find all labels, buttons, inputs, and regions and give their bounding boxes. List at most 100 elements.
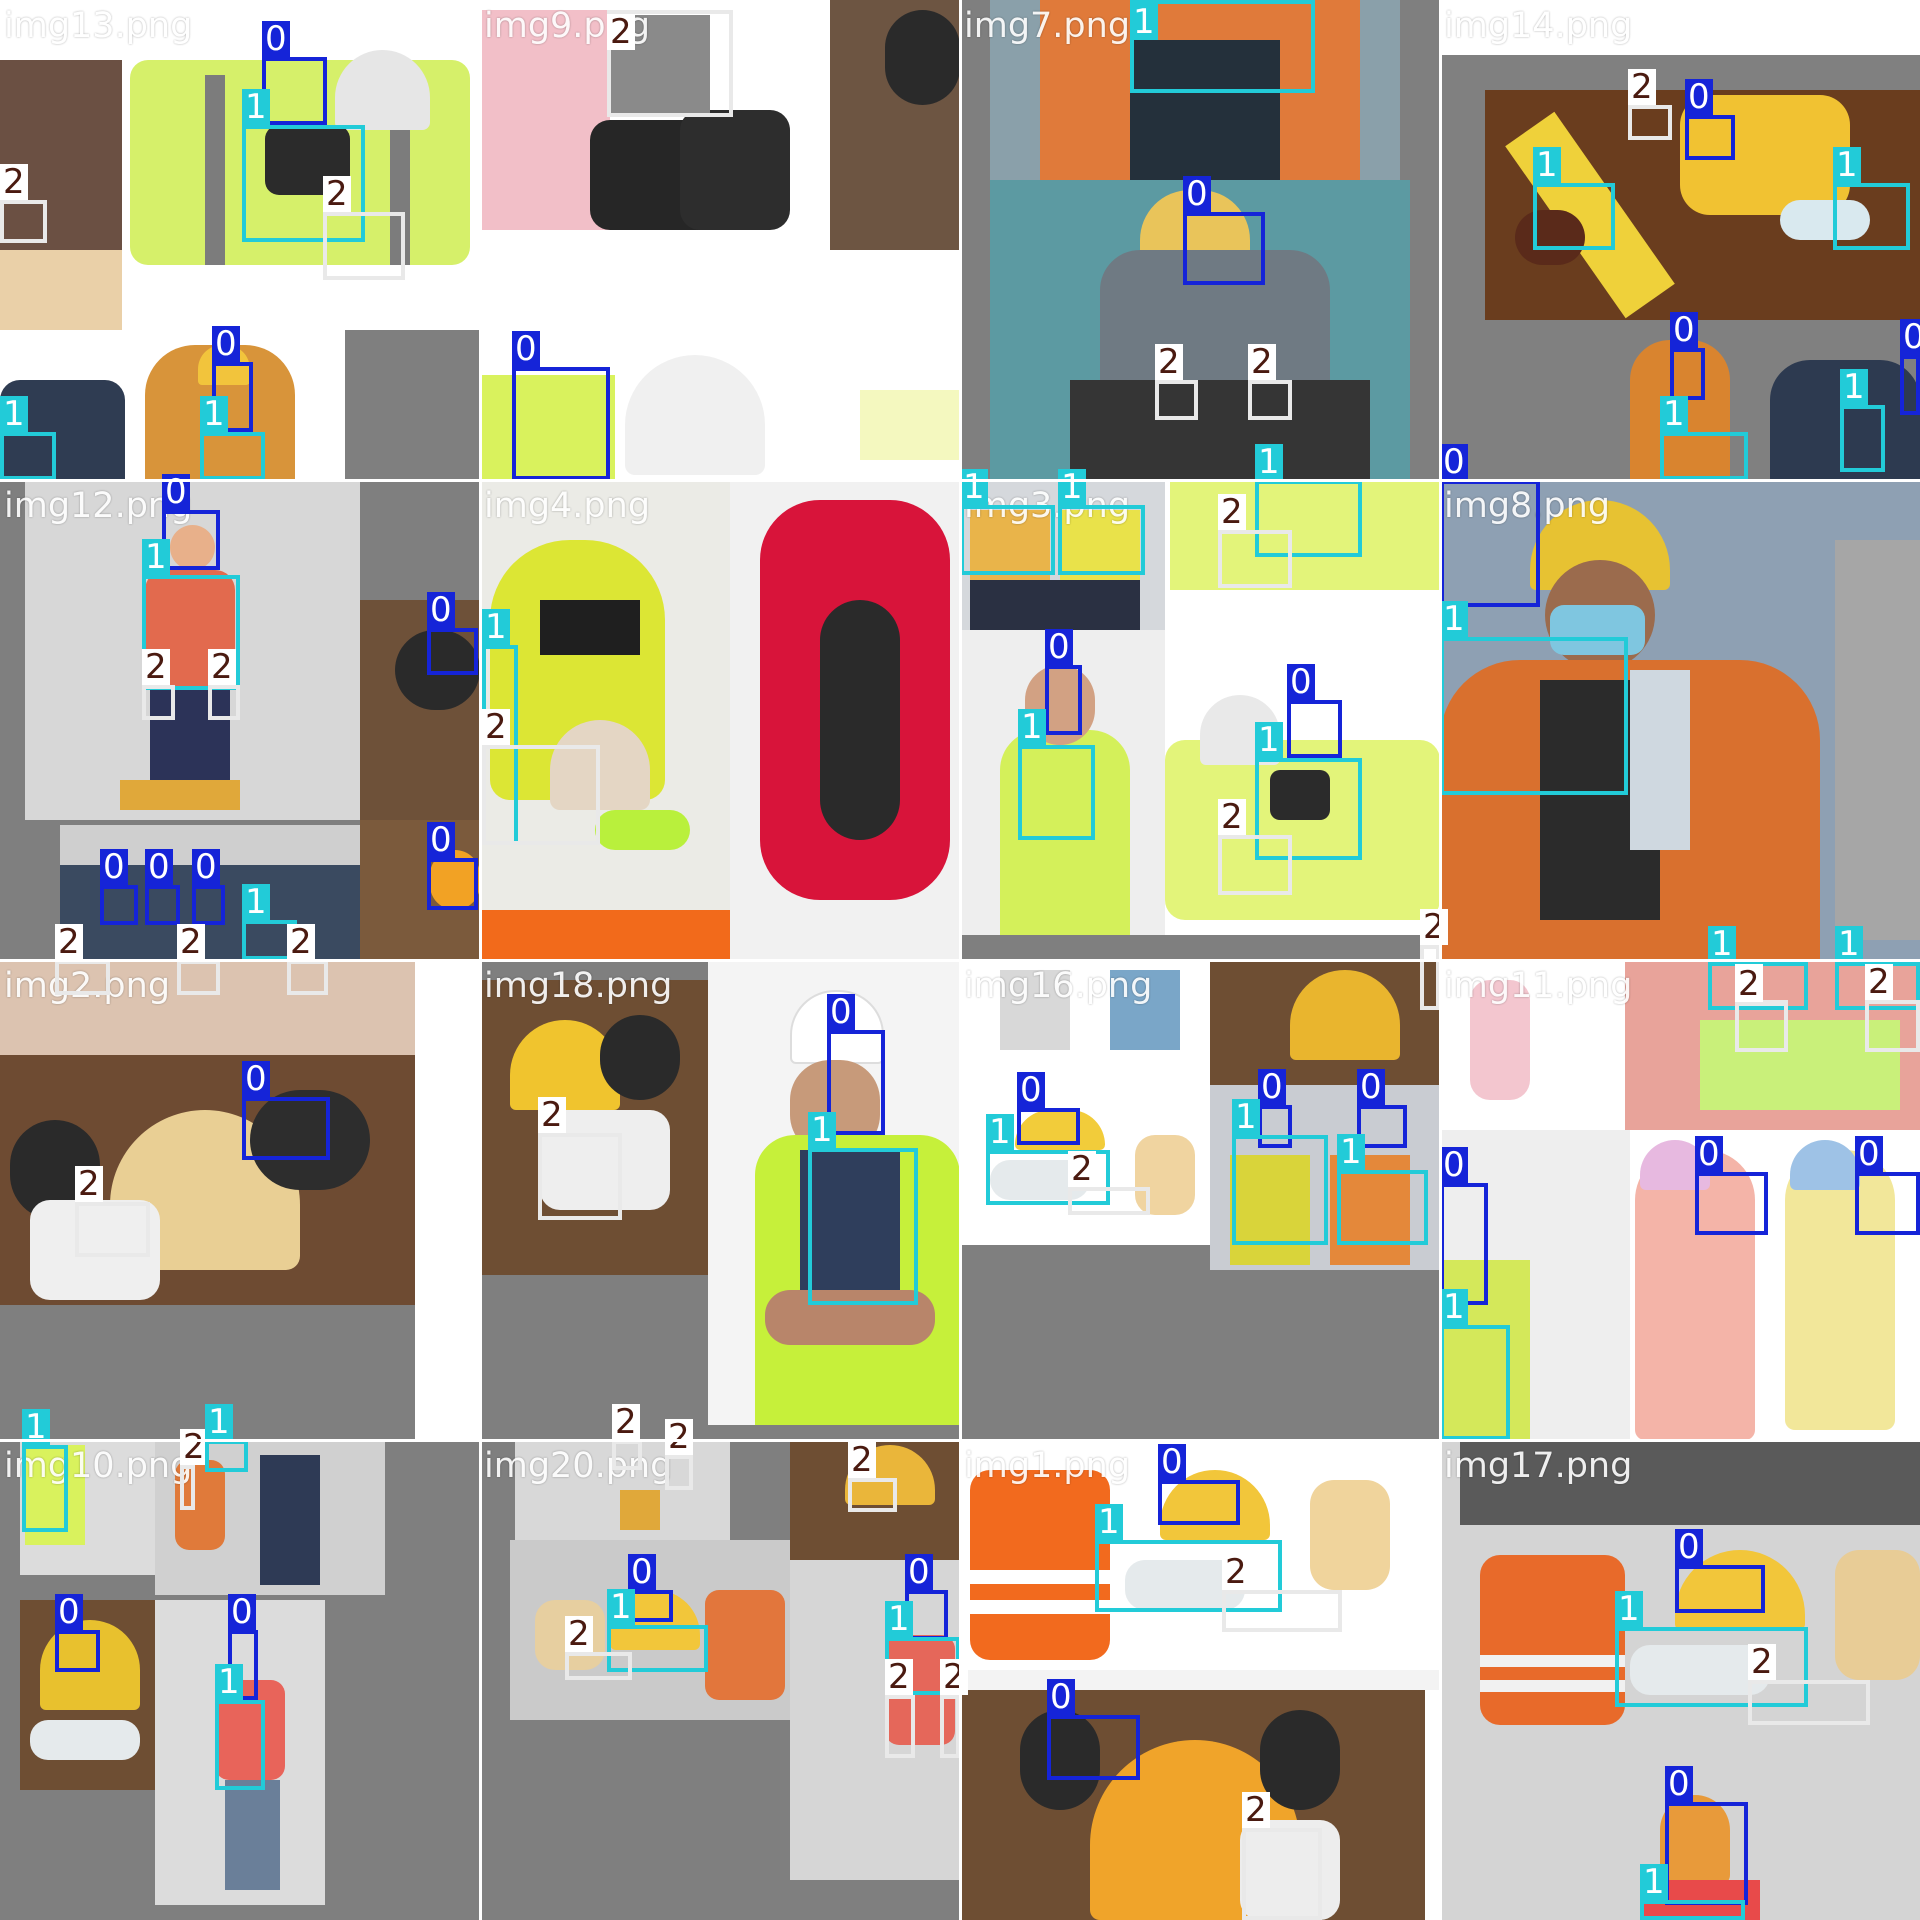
- bounding-box-class-2: 2: [565, 1616, 632, 1680]
- bounding-box-class-0: 0: [1675, 1529, 1765, 1613]
- bounding-box-class-label: 0: [242, 1061, 270, 1097]
- bounding-box-class-label: 0: [100, 849, 128, 885]
- bounding-box-class-2: 2: [55, 924, 110, 995]
- bounding-box-class-label: 1: [607, 1589, 635, 1625]
- bounding-box-class-label: 2: [1068, 1151, 1096, 1187]
- tile-image: [0, 1440, 480, 1920]
- bounding-box-class-label: 0: [628, 1554, 656, 1590]
- tile-filename: img13.png: [4, 6, 193, 46]
- bounding-box-class-label: 0: [1695, 1136, 1723, 1172]
- bounding-box-class-2: 2: [177, 924, 220, 995]
- bounding-box-class-label: 1: [242, 89, 270, 125]
- tile-image: [0, 960, 480, 1440]
- bounding-box-class-label: 1: [1018, 709, 1046, 745]
- bounding-box-class-label: 1: [1640, 1864, 1668, 1900]
- bounding-box-class-1: 1: [0, 396, 56, 480]
- bounding-box-class-2: 2: [1248, 344, 1292, 420]
- bounding-box-class-2: 2: [323, 176, 405, 280]
- bounding-box-class-0: 0: [1287, 664, 1342, 758]
- bounding-box-class-label: 0: [1900, 319, 1920, 355]
- tile-image: [480, 1440, 960, 1920]
- bounding-box-class-label: 1: [1337, 1134, 1365, 1170]
- bounding-box-class-0: 0: [242, 1061, 330, 1160]
- bounding-box-class-label: 1: [1440, 601, 1468, 637]
- bounding-box-class-2: 2: [1628, 69, 1672, 140]
- tile-image: [960, 0, 1440, 480]
- tile-image: [960, 960, 1440, 1440]
- grid-divider: [0, 479, 1920, 482]
- bounding-box-class-2: 2: [1420, 909, 1448, 1010]
- bounding-box-class-1: 1: [242, 89, 365, 242]
- bounding-box-class-1: 1: [22, 1409, 68, 1532]
- bounding-box-class-2: 2: [482, 709, 600, 845]
- tile-filename: img2.png: [4, 966, 171, 1006]
- bounding-box-class-label: 0: [827, 994, 855, 1030]
- mosaic-tile: img11.png: [1440, 960, 1920, 1440]
- bounding-box-class-label: 0: [1440, 444, 1468, 480]
- bounding-box-class-label: 0: [1670, 312, 1698, 348]
- bounding-box-class-label: 0: [1045, 629, 1073, 665]
- bounding-box-class-1: 1: [1660, 396, 1748, 480]
- bounding-box-class-2: 2: [1155, 344, 1198, 420]
- bounding-box-class-0: 0: [1183, 176, 1265, 285]
- bounding-box-class-label: 0: [427, 592, 455, 628]
- bounding-box-class-label: 0: [1287, 664, 1315, 700]
- bounding-box-class-0: 0: [1258, 1069, 1292, 1148]
- bounding-box-class-0: 0: [262, 21, 327, 125]
- bounding-box-class-label: 0: [55, 1594, 83, 1630]
- tile-filename: img11.png: [1444, 966, 1633, 1006]
- bounding-box-class-1: 1: [215, 1664, 265, 1790]
- bounding-box-class-1: 1: [1440, 601, 1628, 795]
- bounding-box-class-label: 2: [538, 1097, 566, 1133]
- bounding-box-class-label: 0: [262, 21, 290, 57]
- bounding-box-class-1: 1: [960, 469, 1055, 575]
- bounding-box-class-label: 2: [75, 1166, 103, 1202]
- tile-image: [1440, 0, 1920, 480]
- bounding-box-class-0: 0: [827, 994, 885, 1135]
- bounding-box-class-1: 1: [1255, 722, 1362, 860]
- bounding-box-class-1: 1: [1337, 1134, 1428, 1245]
- bounding-box-class-2: 2: [1222, 1554, 1342, 1632]
- bounding-box-class-label: 2: [1628, 69, 1656, 105]
- bounding-box-class-0: 0: [1017, 1072, 1080, 1145]
- bounding-box-class-label: 0: [1047, 1679, 1075, 1715]
- bounding-box-class-2: 2: [1242, 1792, 1322, 1920]
- bounding-box-class-2: 2: [208, 649, 240, 720]
- bounding-box-class-label: 0: [212, 326, 240, 362]
- bounding-box-class-label: 0: [1665, 1766, 1693, 1802]
- bounding-box-class-label: 2: [1748, 1644, 1776, 1680]
- bounding-box-class-0: 0: [145, 849, 180, 925]
- bounding-box-class-label: 1: [960, 469, 988, 505]
- bounding-box-class-label: 2: [1420, 909, 1448, 945]
- bounding-box-class-label: 2: [665, 1419, 693, 1455]
- bounding-box-class-1: 1: [1058, 469, 1145, 575]
- bounding-box-class-1: 1: [1615, 1591, 1808, 1707]
- bounding-box-class-1: 1: [808, 1112, 918, 1305]
- bounding-box-class-label: 2: [482, 709, 510, 745]
- bounding-box-class-1: 1: [1640, 1864, 1745, 1920]
- bounding-box-class-1: 1: [205, 1404, 248, 1472]
- bounding-box-class-2: 2: [1735, 966, 1788, 1052]
- bounding-box-class-label: 2: [1865, 964, 1893, 1000]
- bounding-box-class-label: 2: [848, 1442, 876, 1478]
- bounding-box-class-1: 1: [1833, 147, 1910, 250]
- mosaic-tile: img20.png: [480, 1440, 960, 1920]
- bounding-box-class-2: 2: [180, 1429, 208, 1510]
- bounding-box-class-label: 1: [1833, 147, 1861, 183]
- tile-filename: img18.png: [484, 966, 673, 1006]
- bounding-box-class-label: 1: [1840, 369, 1868, 405]
- bounding-box-class-label: 1: [482, 609, 510, 645]
- bounding-box-class-label: 2: [1155, 344, 1183, 380]
- bounding-box-class-1: 1: [1255, 444, 1362, 557]
- bounding-box-class-label: 0: [145, 849, 173, 885]
- tile-image: [480, 480, 960, 960]
- bounding-box-class-0: 0: [192, 849, 225, 925]
- bounding-box-class-label: 1: [142, 539, 170, 575]
- bounding-box-class-label: 0: [1855, 1136, 1883, 1172]
- bounding-box-class-label: 2: [1222, 1554, 1250, 1590]
- bounding-box-class-0: 0: [1045, 629, 1082, 735]
- bounding-box-class-label: 2: [612, 1404, 640, 1440]
- bounding-box-class-0: 0: [427, 822, 478, 910]
- bounding-box-class-2: 2: [0, 164, 47, 243]
